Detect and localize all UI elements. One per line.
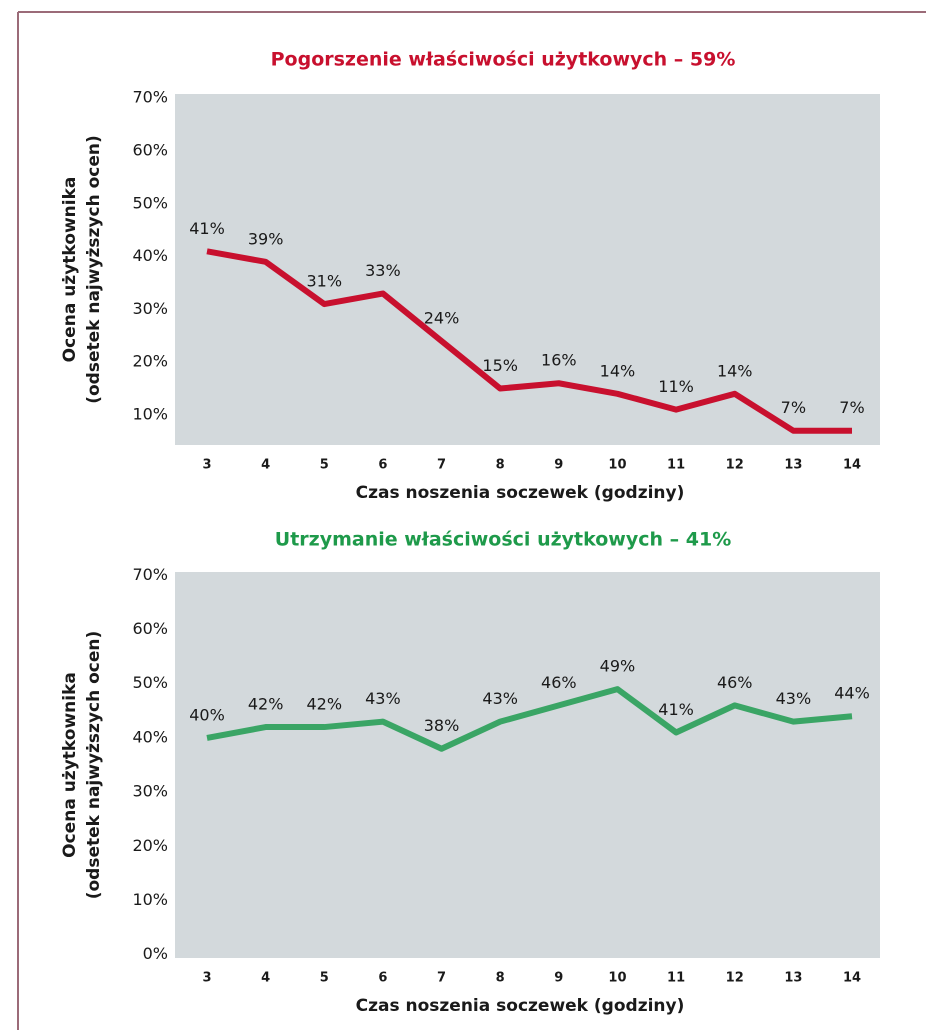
- data-label: 41%: [658, 700, 694, 719]
- y-axis-label: (odsetek najwyższych ocen): [84, 135, 104, 404]
- data-label: 15%: [482, 356, 518, 375]
- x-tick-label: 12: [726, 971, 744, 986]
- y-tick-label: 20%: [132, 836, 168, 855]
- x-tick-label: 10: [608, 458, 626, 473]
- data-label: 46%: [717, 673, 753, 692]
- data-label: 14%: [717, 361, 753, 380]
- chart-title: Pogorszenie właściwości użytkowych – 59%: [271, 49, 736, 71]
- data-label: 44%: [834, 684, 870, 703]
- x-tick-label: 9: [554, 458, 563, 473]
- data-label: 7%: [781, 398, 806, 417]
- x-tick-label: 5: [320, 458, 329, 473]
- data-label: 7%: [839, 398, 864, 417]
- data-label: 16%: [541, 351, 577, 370]
- y-tick-label: 60%: [132, 619, 168, 638]
- data-label: 43%: [776, 689, 812, 708]
- x-tick-label: 10: [608, 971, 626, 986]
- y-tick-label: 50%: [132, 673, 168, 692]
- y-tick-label: 70%: [132, 565, 168, 584]
- x-tick-label: 4: [261, 971, 270, 986]
- line: [206, 248, 852, 434]
- y-tick-label: 30%: [132, 299, 168, 318]
- data-label: 11%: [658, 377, 694, 396]
- y-tick-label: 50%: [132, 193, 168, 212]
- y-axis-label: Ocena użytkownika: [60, 177, 80, 363]
- y-tick-label: 20%: [132, 352, 168, 371]
- x-tick-label: 3: [202, 458, 211, 473]
- y-axis-label: (odsetek najwyższych ocen): [84, 631, 104, 900]
- data-label: 31%: [306, 272, 342, 291]
- x-tick-label: 12: [726, 458, 744, 473]
- x-tick-label: 4: [261, 458, 270, 473]
- y-tick-label: 30%: [132, 782, 168, 801]
- x-tick-label: 5: [320, 971, 329, 986]
- x-tick-label: 8: [496, 971, 505, 986]
- x-tick-label: 13: [784, 458, 802, 473]
- data-label: 43%: [365, 689, 401, 708]
- data-label: 43%: [482, 689, 518, 708]
- data-label: 42%: [306, 695, 342, 714]
- data-label: 14%: [600, 361, 636, 380]
- y-tick-label: 40%: [132, 246, 168, 265]
- x-tick-label: 3: [202, 971, 211, 986]
- x-axis-label: Czas noszenia soczewek (godziny): [356, 996, 685, 1016]
- x-axis-label: Czas noszenia soczewek (godziny): [356, 483, 685, 503]
- data-label: 24%: [424, 309, 460, 328]
- y-tick-label: 10%: [132, 890, 168, 909]
- x-tick-label: 11: [667, 971, 685, 986]
- data-label: 42%: [248, 695, 284, 714]
- x-tick-label: 14: [843, 971, 861, 986]
- x-tick-label: 11: [667, 458, 685, 473]
- y-axis-label: Ocena użytkownika: [60, 672, 80, 858]
- data-label: 38%: [424, 716, 460, 735]
- data-label: 41%: [189, 219, 225, 238]
- y-tick-label: 10%: [132, 404, 168, 423]
- y-tick-label: 70%: [132, 88, 168, 107]
- data-label: 49%: [600, 657, 636, 676]
- x-tick-label: 7: [437, 971, 446, 986]
- x-tick-label: 6: [378, 971, 387, 986]
- data-label: 46%: [541, 673, 577, 692]
- line: [206, 686, 853, 752]
- x-tick-label: 13: [784, 971, 802, 986]
- y-tick-label: 40%: [132, 727, 168, 746]
- x-tick-label: 9: [554, 971, 563, 986]
- data-label: 39%: [248, 229, 284, 248]
- y-tick-label: 60%: [132, 141, 168, 160]
- plot-area: [175, 572, 880, 958]
- chart-title: Utrzymanie właściwości użytkowych – 41%: [275, 529, 731, 551]
- data-label: 33%: [365, 261, 401, 280]
- x-tick-label: 14: [843, 458, 861, 473]
- x-tick-label: 7: [437, 458, 446, 473]
- data-label: 40%: [189, 705, 225, 724]
- x-tick-label: 8: [496, 458, 505, 473]
- y-tick-label: 0%: [143, 944, 168, 963]
- x-tick-label: 6: [378, 458, 387, 473]
